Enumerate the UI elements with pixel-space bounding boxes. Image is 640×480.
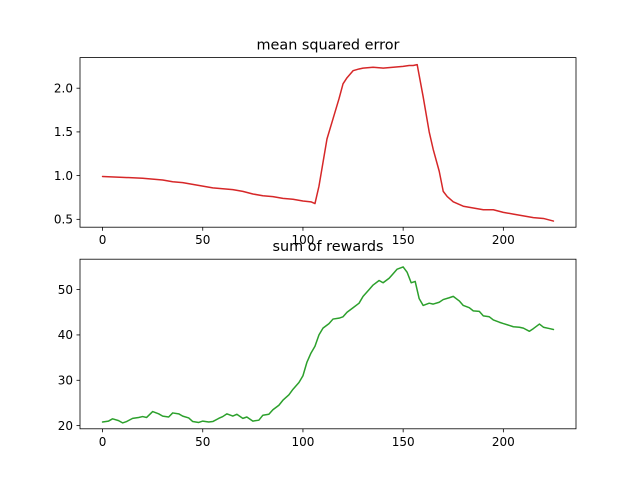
mse-ytick-label: 1.5 [54, 125, 73, 139]
mse-chart-title: mean squared error [257, 38, 400, 54]
mse-xtick-label: 50 [195, 233, 210, 247]
mse-xtick-label: 0 [99, 233, 107, 247]
rewards-xtick-label: 150 [392, 435, 415, 449]
mse-xtick-label: 200 [492, 233, 515, 247]
rewards-chart-ticks: 0 50 100 150 200 20 30 40 50 [58, 283, 515, 449]
mse-ytick-label: 2.0 [54, 81, 73, 95]
rewards-chart-panel: sum of rewards 0 50 100 150 200 20 30 40 50 [58, 239, 577, 449]
rewards-ytick-label: 40 [58, 328, 73, 342]
rewards-xtick-label: 50 [195, 435, 210, 449]
mse-chart-ticks: 0 50 100 150 200 0.5 1.0 1.5 2.0 [54, 81, 515, 247]
mse-chart-frame [79, 57, 577, 228]
rewards-series-line [101, 266, 555, 424]
rewards-ytick-label: 30 [58, 374, 73, 388]
mse-series-line [101, 63, 555, 222]
rewards-ytick-label: 50 [58, 283, 73, 297]
rewards-ytick-label: 20 [58, 419, 73, 433]
mse-xtick-label: 100 [291, 233, 314, 247]
mse-chart-marks [101, 63, 555, 222]
rewards-xtick-label: 100 [291, 435, 314, 449]
rewards-xtick-label: 200 [492, 435, 515, 449]
mse-ytick-label: 0.5 [54, 213, 73, 227]
rewards-chart-marks [101, 266, 555, 424]
rewards-xtick-label: 0 [99, 435, 107, 449]
mse-chart-panel: mean squared error 0 50 100 150 200 0.5 1.0 1.5… [54, 38, 577, 247]
rewards-chart-frame [79, 258, 577, 430]
rewards-chart-title: sum of rewards [273, 239, 384, 255]
mse-xtick-label: 150 [392, 233, 415, 247]
mse-ytick-label: 1.0 [54, 169, 73, 183]
